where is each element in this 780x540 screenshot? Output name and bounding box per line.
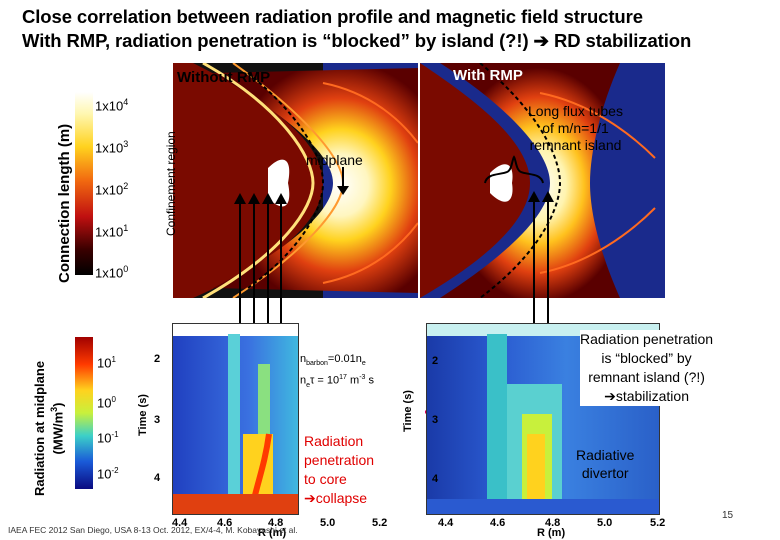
r-axis-label-right: R (m) (537, 527, 566, 539)
r-tick-4.8-left: 4.8 (268, 517, 284, 529)
r-tick-4.8-right: 4.8 (545, 517, 561, 529)
radiation-axis-label: Radiation at midplane (MW/m3) (32, 360, 66, 496)
r-tick-4.4-left: 4.4 (172, 517, 188, 529)
r-tick-5.0-left: 5.0 (320, 517, 336, 529)
time-tick-3-left: 3 (154, 414, 161, 426)
time-tick-4-right: 4 (432, 473, 439, 485)
midplane-label: midplane (306, 152, 363, 168)
r-tick-4.4-right: 4.4 (438, 517, 454, 529)
r-tick-4.6-right: 4.6 (490, 517, 506, 529)
poincare-plot-without-rmp (173, 63, 418, 298)
without-rmp-title: Without RMP (177, 69, 271, 86)
poincare-plot-with-rmp (420, 63, 665, 298)
time-tick-3-right: 3 (432, 414, 439, 426)
cb-tick-1e4: 1x104 (95, 97, 129, 114)
time-tick-2-right: 2 (432, 355, 439, 367)
cb-tick-1e3: 1x103 (95, 139, 129, 156)
r-tick-5.0-right: 5.0 (597, 517, 613, 529)
cb-tick-1e2: 1x102 (95, 181, 129, 198)
time-tick-4-left: 4 (154, 472, 161, 484)
cb-tick-1e0: 1x100 (95, 264, 129, 281)
nbarbon-annotation: nbarbon=0.01ne neτ = 1017 m-3 s (300, 353, 374, 390)
page-number: 15 (722, 510, 734, 521)
cb-tick-1e1: 1x101 (95, 223, 129, 240)
connection-length-colorbar (75, 92, 93, 275)
time-axis-label-left: Time (s) (137, 394, 149, 436)
r-tick-4.6-left: 4.6 (217, 517, 233, 529)
rad-tick-1em1: 10-1 (97, 430, 119, 446)
citation: IAEA FEC 2012 San Diego, USA 8-13 Oct. 2… (8, 525, 298, 535)
rad-tick-1em2: 10-2 (97, 466, 119, 482)
r-axis-label-left: R (m) (258, 527, 287, 539)
slide-title-line1: Close correlation between radiation prof… (22, 6, 643, 27)
r-tick-5.2-right: 5.2 (650, 517, 666, 529)
flux-tube-label: Long flux tubes of m/n=1/1 remnant islan… (528, 103, 623, 153)
slide-title-line2: With RMP, radiation penetration is “bloc… (22, 30, 692, 51)
radiation-penetration-annotation: Radiation penetration to core ➔collapse (304, 433, 375, 506)
r-tick-5.2-left: 5.2 (372, 517, 388, 529)
radiation-plot-without-rmp (172, 323, 299, 515)
radiation-blocked-annotation: Radiation penetration is “blocked” by re… (580, 330, 714, 406)
rad-tick-1e1: 101 (97, 355, 116, 371)
with-rmp-title: With RMP (453, 67, 523, 84)
rad-tick-1e0: 100 (97, 395, 116, 411)
radiative-divertor-label: Radiative divertor (576, 447, 635, 481)
time-axis-label-right: Time (s) (402, 390, 414, 432)
time-tick-2-left: 2 (154, 353, 161, 365)
radiation-colorbar (75, 337, 93, 489)
